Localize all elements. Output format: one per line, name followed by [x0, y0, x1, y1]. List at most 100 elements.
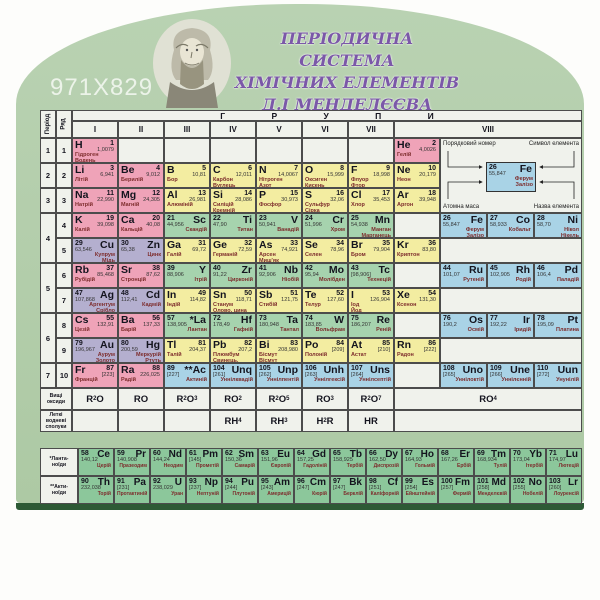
- element-Une: Une 109 [266] Уннілєнній: [487, 363, 534, 388]
- element-Sn: Sn 50 118,71 Станум Олово, цина: [210, 288, 256, 313]
- row-number-8: 8: [56, 313, 72, 338]
- element-N: N 7 14,0067 Нітроген Азот: [256, 163, 302, 188]
- element-Md: Md 101 [258] Менделєвій: [474, 476, 510, 504]
- legend-example-mass: 55,847: [489, 170, 506, 177]
- element-Uns: Uns 107 [264] Уннілсептій: [348, 363, 394, 388]
- blank-cell: [394, 363, 440, 388]
- element-I: I 53 126,904 Іод Йод: [348, 288, 394, 313]
- element-Cd: Cd 48 112,41 Кадмій: [118, 288, 164, 313]
- element-No: No 102 [255] Нобелій: [510, 476, 546, 504]
- element-Xe: Xe 54 131,30 Ксенон: [394, 288, 440, 313]
- element-Sr: Sr 38 87,62 Стронцій: [118, 263, 164, 288]
- element-Nd: Nd 60 144,24 Неодим: [150, 448, 186, 476]
- element-Pa: Pa 91 [231] Протактиній: [114, 476, 150, 504]
- element-Ta: Ta 73 180,948 Тантал: [256, 313, 302, 338]
- element-Sm: Sm 62 150,36 Самарій: [222, 448, 258, 476]
- group-label-VII: VII: [348, 121, 394, 138]
- row-column-header: Ряд: [56, 110, 72, 138]
- period-5: 5: [40, 263, 56, 313]
- element-C: C 6 12,011 Карбон Вуглець: [210, 163, 256, 188]
- element-F: F 9 18,998 Флуор Фтор: [348, 163, 394, 188]
- periodic-table-grid: Період Ряд Г Р У П И I II III IV V VI VII VIII 1 2 3 4…: [40, 110, 582, 432]
- row-number-7: 7: [56, 288, 72, 313]
- element-Pm: Pm 61 [145] Прометій: [186, 448, 222, 476]
- group-label-I: I: [72, 121, 118, 138]
- element-Hf: Hf 72 178,49 Гафній: [210, 313, 256, 338]
- group-label-V: V: [256, 121, 302, 138]
- element-Np: Np 93 [237] Нептуній: [186, 476, 222, 504]
- blank-cell: [394, 410, 582, 432]
- group-label-IV: IV: [210, 121, 256, 138]
- element-Au: Au 79 196,967 Аурум Золото: [72, 338, 118, 363]
- element-Ce: Ce 58 140,12 Церій: [78, 448, 114, 476]
- element-Yb: Yb 70 173,04 Ітербій: [510, 448, 546, 476]
- mendeleev-portrait: [153, 19, 231, 108]
- element-Er: Er 68 167,26 Ербій: [438, 448, 474, 476]
- element-S: S 16 32,06 Сульфур Сірка: [302, 188, 348, 213]
- element-H: H 1 1,0079 Гідроген Водень: [72, 138, 118, 163]
- period-2: 2: [40, 163, 56, 188]
- group-label-VI: VI: [302, 121, 348, 138]
- legend-atomic-number-label: Порядковий номер: [443, 141, 496, 147]
- element-Fm: Fm 100 [257] Фермій: [438, 476, 474, 504]
- blank-cell: [394, 213, 440, 238]
- element-Cs: Cs 55 132,91 Цезій: [72, 313, 118, 338]
- group-label-II: II: [118, 121, 164, 138]
- legend-symbol-label: Символ елемента: [528, 141, 579, 147]
- row-number-6: 6: [56, 263, 72, 288]
- row-number-10: 10: [56, 363, 72, 388]
- element-Unq: Unq 104 [261] Уннілквадій: [210, 363, 256, 388]
- element-Ra: Ra 88 226,025 Радій: [118, 363, 164, 388]
- period-4: 4: [40, 213, 56, 263]
- legend-example-cell: 26 55,847 Fe Ферум Залізо: [486, 162, 536, 192]
- element-Tl: Tl 81 204,37 Талій: [164, 338, 210, 363]
- element-U: U 92 238,029 Уран: [150, 476, 186, 504]
- row-number-4: 4: [56, 213, 72, 238]
- legend-example-number: 26: [489, 164, 497, 171]
- element-K: K 19 39,098 Калій: [72, 213, 118, 238]
- element-Li: Li 3 6,941 Літій: [72, 163, 118, 188]
- legend-example-symbol: Fe: [519, 163, 532, 175]
- element-Co: Co 27 58,933 Кобальт: [487, 213, 534, 238]
- element-Mn: Mn 25 54,938 Манган Марганець: [348, 213, 394, 238]
- groups-header: Г Р У П И: [72, 110, 582, 121]
- element-Mo: Mo 42 95,94 Молібден: [302, 263, 348, 288]
- element-Fr: Fr 87 [223] Францій: [72, 363, 118, 388]
- element-Os: Os 76 190,2 Осмій: [440, 313, 487, 338]
- higher-oxides-label: Вищі оксиди: [40, 388, 72, 410]
- element-Cl: Cl 17 35,453 Хлор: [348, 188, 394, 213]
- element-Sc: Sc 21 44,956 Скандій: [164, 213, 210, 238]
- element-Be: Be 4 9,012 Берилій: [118, 163, 164, 188]
- element-Bi: Bi 83 208,980 Бісмут Вісмут: [256, 338, 302, 363]
- element-Tm: Tm 69 168,934 Тулій: [474, 448, 510, 476]
- element-W: W 74 183,85 Вольфрам: [302, 313, 348, 338]
- element-Ga: Ga 31 69,72 Галій: [164, 238, 210, 263]
- element-Unp: Unp 105 [262] Уннілпентій: [256, 363, 302, 388]
- lanthanides-label: *Ланта-ноїди: [40, 448, 78, 476]
- element-Cf: Cf 98 [251] Каліфорній: [366, 476, 402, 504]
- element-B: B 5 10,81 Бор: [164, 163, 210, 188]
- element-Si: Si 14 28,086 Силіцій Кремній: [210, 188, 256, 213]
- element-Zr: Zr 40 91,22 Цирконій: [210, 263, 256, 288]
- title-line-3: Д.І МЕНДЕЛЄЄВА: [261, 95, 433, 114]
- element-Re: Re 75 186,207 Реній: [348, 313, 394, 338]
- element-Br: Br 35 79,904 Бром: [348, 238, 394, 263]
- row-number-9: 9: [56, 338, 72, 363]
- element-Po: Po 84 [209] Полоній: [302, 338, 348, 363]
- element-Ag: Ag 47 107,868 Аргентум Срібло: [72, 288, 118, 313]
- element-Al: Al 13 26,981 Алюміній: [164, 188, 210, 213]
- actinides-label: **Акти-ноїди: [40, 476, 78, 504]
- element-Uun: Uun 110 [272] Унунілій: [534, 363, 582, 388]
- element-Th: Th 90 232,038 Торій: [78, 476, 114, 504]
- legend-mass-label: Атомна маса: [443, 204, 480, 210]
- element-Am: Am 95 [243] Америцій: [258, 476, 294, 504]
- element-Ru: Ru 44 101,07 Рутеній: [440, 263, 487, 288]
- element-Cm: Cm 96 [247] Кюрій: [294, 476, 330, 504]
- group-label-III: III: [164, 121, 210, 138]
- element-Bk: Bk 97 [247] Берклій: [330, 476, 366, 504]
- blank-cell: [394, 313, 440, 338]
- element-Y: Y 39 88,906 Ітрій: [164, 263, 210, 288]
- hydride-formula-5: RH 3: [256, 410, 302, 432]
- blank-cell: [210, 138, 256, 163]
